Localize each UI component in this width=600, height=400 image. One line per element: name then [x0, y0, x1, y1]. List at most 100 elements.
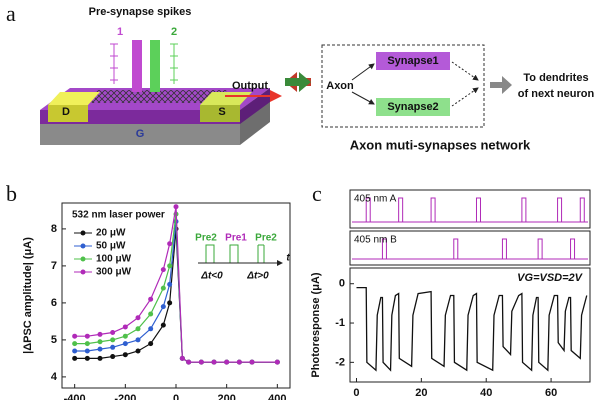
- data-point: [160, 304, 166, 310]
- y-tick-label: -1: [335, 317, 345, 329]
- diagram-title: Pre-synapse spikes: [89, 6, 192, 18]
- pulse: [453, 238, 459, 260]
- plot-frame: [349, 230, 591, 266]
- data-point: [97, 346, 103, 352]
- data-point: [211, 359, 217, 365]
- data-point: [148, 341, 154, 347]
- target-label: To dendrites: [523, 72, 588, 84]
- data-point: [173, 204, 179, 210]
- x-tick-label: -200: [114, 393, 136, 400]
- data-point: [122, 333, 128, 339]
- legend-label: 300 μW: [96, 267, 132, 278]
- legend-label: 20 μW: [96, 228, 126, 239]
- data-point: [135, 315, 141, 321]
- data-point: [122, 324, 128, 330]
- arrow: [351, 63, 375, 81]
- electrode-label: G: [136, 128, 145, 140]
- plot-frame: [349, 189, 591, 229]
- x-tick-label: -400: [64, 393, 86, 400]
- x-tick-label: 20: [415, 387, 427, 399]
- pulse: [521, 197, 527, 223]
- y-axis-label: Photoresponse (μA): [310, 272, 322, 377]
- pulse: [557, 197, 563, 223]
- y-axis-label: |ΔPSC amplitude| (μA): [22, 237, 34, 354]
- legend-marker: [80, 243, 86, 249]
- axon-label: Axon: [326, 80, 354, 92]
- legend-marker: [80, 256, 86, 262]
- data-point: [72, 341, 78, 347]
- network-caption: Axon muti-synapses network: [350, 137, 531, 152]
- data-point: [179, 355, 185, 361]
- data-point: [110, 330, 116, 335]
- pulse-title: 405 nm B: [354, 235, 397, 246]
- legend-marker: [80, 269, 86, 275]
- data-point: [198, 359, 204, 365]
- data-point: [135, 326, 141, 332]
- data-point: [84, 341, 90, 347]
- inset-label: Pre2: [255, 233, 277, 244]
- data-point: [84, 333, 90, 339]
- y-tick-label: 6: [51, 297, 57, 309]
- pulse: [501, 238, 507, 260]
- data-point: [160, 322, 166, 328]
- electrode-label: S: [218, 106, 225, 118]
- data-point: [160, 267, 166, 273]
- data-point: [97, 355, 103, 361]
- device: [40, 40, 311, 145]
- data-point: [224, 359, 230, 365]
- data-point: [122, 352, 128, 358]
- data-point: [97, 331, 103, 337]
- pulse: [475, 197, 481, 223]
- pulse: [570, 238, 576, 260]
- data-point: [148, 311, 154, 317]
- pulse: [430, 197, 436, 223]
- data-point: [72, 348, 78, 354]
- panel-label: b: [6, 181, 17, 206]
- spike-label: 1: [117, 26, 123, 38]
- data-point: [97, 339, 103, 345]
- plot-frame: [349, 267, 591, 383]
- y-tick-label: 7: [51, 260, 57, 272]
- data-point: [135, 337, 141, 343]
- y-tick-label: 8: [51, 223, 57, 235]
- panel-label: c: [312, 181, 322, 206]
- arrow: [490, 76, 512, 94]
- inset-label: Pre2: [195, 233, 217, 244]
- pulse: [537, 238, 543, 260]
- data-point: [148, 296, 154, 302]
- electrode-label: D: [62, 106, 70, 118]
- legend-title: 532 nm laser power: [72, 210, 165, 221]
- synapse-label: Synapse1: [387, 55, 438, 67]
- pulse: [365, 197, 371, 223]
- annotation: VG=VSD=2V: [517, 272, 583, 284]
- synapse-box: [376, 98, 450, 116]
- output-label: Output: [232, 80, 268, 92]
- y-tick-label: -2: [335, 356, 345, 368]
- legend-label: 50 μW: [96, 241, 126, 252]
- y-tick-label: 4: [51, 371, 58, 383]
- data-point: [186, 359, 192, 365]
- pulse: [579, 197, 585, 223]
- data-point: [148, 326, 154, 332]
- x-tick-label: 200: [217, 393, 235, 400]
- inset-label: Pre1: [225, 233, 247, 244]
- data-point: [167, 241, 173, 247]
- data-point: [167, 281, 173, 287]
- synapse-box: [376, 52, 450, 70]
- data-point: [84, 355, 90, 361]
- x-tick-label: 60: [545, 387, 557, 399]
- inset-label: Δt<0: [200, 271, 223, 282]
- inset-label: t: [286, 253, 290, 264]
- data-point: [72, 355, 78, 361]
- data-point: [274, 359, 280, 365]
- x-tick-label: 40: [480, 387, 492, 399]
- y-tick-label: 5: [51, 334, 57, 346]
- data-point: [84, 348, 90, 354]
- data-point: [236, 359, 242, 365]
- legend-marker: [80, 230, 86, 236]
- data-point: [135, 348, 141, 354]
- pulse: [398, 197, 404, 223]
- synapse-label: Synapse2: [387, 101, 438, 113]
- x-tick-label: 0: [353, 387, 359, 399]
